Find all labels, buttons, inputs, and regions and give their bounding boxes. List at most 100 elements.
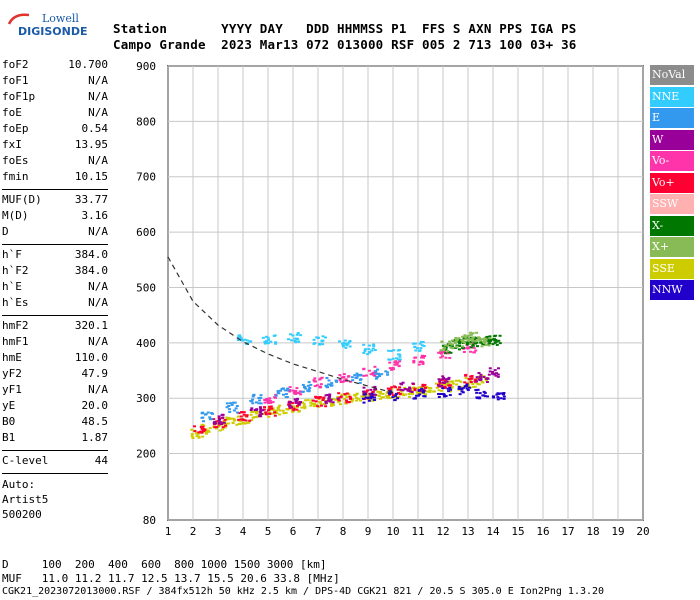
data-point-sse [239,420,243,423]
data-point-nne [414,349,418,352]
data-point-nnw [364,396,368,399]
data-point-w [324,394,328,397]
data-point-sse [418,391,422,394]
data-point-nnw [394,394,398,397]
data-point-nnw [448,394,452,397]
param-value: 384.0 [74,264,108,277]
data-point-nnw [459,387,463,390]
data-point-x [495,343,499,346]
data-point-vo [273,396,277,399]
y-tick-label: 700 [136,171,156,184]
data-point-nne [370,349,374,352]
data-point-vo [288,407,292,410]
data-point-nnw [496,396,500,399]
param-name: foF1 [2,74,29,87]
data-point-vo [263,406,267,409]
data-point-w [214,422,218,425]
data-point-nne [416,347,420,350]
data-point-x [480,338,484,341]
x-tick-label: 11 [411,525,424,536]
data-point-x [465,343,469,346]
data-point-x [457,348,461,351]
data-point-vo [311,399,315,402]
data-point-w [217,422,221,425]
data-point-e [251,395,255,398]
data-point-sse [249,413,253,416]
data-point-nne [391,357,395,360]
data-point-sse [353,394,357,397]
x-tick-label: 1 [165,525,172,536]
x-tick-label: 5 [265,525,272,536]
data-point-x [491,343,495,346]
data-point-sse [345,396,349,399]
data-point-e [330,384,334,387]
data-point-vo [288,386,292,389]
data-point-sse [314,404,318,407]
data-point-vo [466,347,470,350]
header-values: Campo Grande 2023 Mar13 072 013000 RSF 0… [113,37,577,52]
data-point-w [488,367,492,370]
data-point-sse [385,394,389,397]
data-point-vo [472,351,476,354]
data-point-vo [317,397,321,400]
param-value: N/A [88,90,108,103]
data-point-e [335,380,339,383]
data-point-sse [312,405,316,408]
data-point-sse [200,424,204,427]
data-point-sse [250,419,254,422]
data-point-sse [300,401,304,404]
data-point-nnw [492,396,496,399]
data-point-nne [368,350,372,353]
data-point-nnw [483,395,487,398]
data-point-e [354,376,358,379]
data-point-x [483,341,487,344]
data-point-vo [366,389,370,392]
data-point-x [493,341,497,344]
data-point-vo [393,361,397,364]
data-point-nnw [499,397,503,400]
data-point-vo [324,405,328,408]
data-point-sse [312,402,316,405]
data-point-e [235,411,239,414]
data-point-w [411,382,415,385]
data-point-vo [474,349,478,352]
data-point-nnw [412,397,416,400]
param-row-yf2: yF2 47.9 [2,367,108,383]
data-point-x [498,342,502,345]
ionogram-plot: 1 2 3 4 5 6 7 8 9 10 11 12 13 14 15 16 17 18 19 20802003004… [136,60,650,538]
data-point-vo [448,356,452,359]
data-point-sse [424,393,428,396]
data-point-w [496,375,500,378]
data-point-nnw [476,388,480,391]
data-point-x [492,338,496,341]
data-point-vo [364,374,368,377]
data-point-nne [422,345,426,348]
data-point-e [307,390,311,393]
legend-item-vo: Vo- [650,151,694,171]
separator-line [2,473,108,474]
data-point-vo [313,385,317,388]
data-point-nnw [418,393,422,396]
param-value: N/A [88,154,108,167]
data-point-sse [477,383,481,386]
data-point-sse [367,394,371,397]
data-point-sse [238,423,242,426]
data-point-sse [255,415,259,418]
data-point-x [454,336,458,339]
data-point-nnw [370,392,374,395]
data-point-e [376,372,380,375]
data-point-w [447,376,451,379]
data-point-nnw [366,397,370,400]
data-point-sse [356,397,360,400]
x-tick-label: 15 [511,525,524,536]
data-point-nnw [502,395,506,398]
data-point-vo [242,411,246,414]
data-point-vo [314,396,318,399]
data-point-vo [396,388,400,391]
data-point-sse [435,386,439,389]
data-point-vo [268,399,272,402]
data-point-x [477,338,481,341]
param-name: h`Es [2,296,29,309]
data-point-vo [319,404,323,407]
data-point-sse [379,397,383,400]
